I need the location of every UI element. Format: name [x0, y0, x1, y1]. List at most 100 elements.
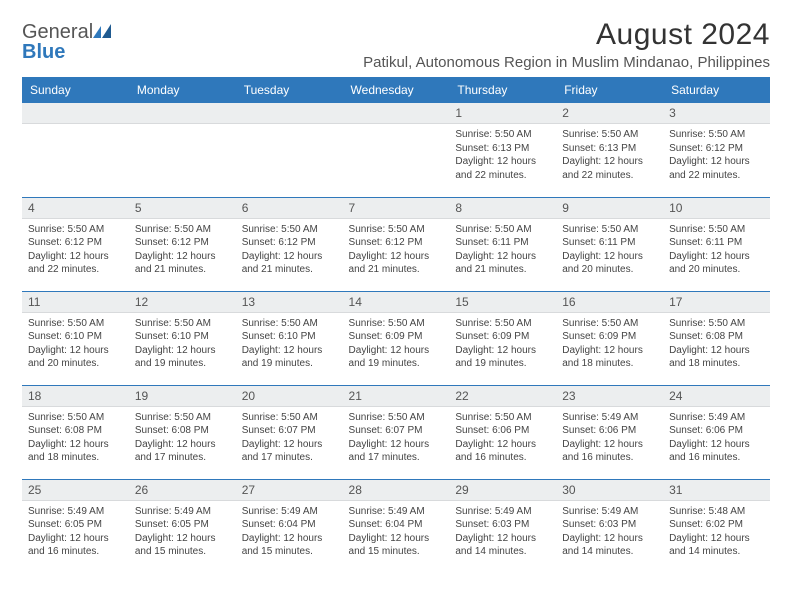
daylight-line: Daylight: 12 hours and 17 minutes. — [349, 438, 444, 465]
day-details: Sunrise: 5:50 AMSunset: 6:12 PMDaylight:… — [22, 219, 129, 279]
daylight-line: Daylight: 12 hours and 18 minutes. — [562, 344, 657, 371]
daylight-line: Daylight: 12 hours and 14 minutes. — [562, 532, 657, 559]
calendar-cell — [343, 103, 450, 197]
sunrise-line: Sunrise: 5:50 AM — [455, 223, 550, 237]
page-title: August 2024 — [363, 18, 770, 52]
day-details: Sunrise: 5:50 AMSunset: 6:07 PMDaylight:… — [236, 407, 343, 467]
sunset-line: Sunset: 6:08 PM — [28, 424, 123, 438]
daylight-line: Daylight: 12 hours and 16 minutes. — [669, 438, 764, 465]
day-number: 18 — [22, 386, 129, 407]
sunrise-line: Sunrise: 5:50 AM — [562, 223, 657, 237]
calendar-cell: 30Sunrise: 5:49 AMSunset: 6:03 PMDayligh… — [556, 479, 663, 573]
calendar-cell: 10Sunrise: 5:50 AMSunset: 6:11 PMDayligh… — [663, 197, 770, 291]
sunrise-line: Sunrise: 5:49 AM — [242, 505, 337, 519]
daylight-line: Daylight: 12 hours and 16 minutes. — [562, 438, 657, 465]
brand-text: General Blue — [22, 22, 115, 62]
calendar-cell: 1Sunrise: 5:50 AMSunset: 6:13 PMDaylight… — [449, 103, 556, 197]
day-number: 23 — [556, 386, 663, 407]
calendar-cell — [129, 103, 236, 197]
sunset-line: Sunset: 6:09 PM — [349, 330, 444, 344]
sunrise-line: Sunrise: 5:49 AM — [28, 505, 123, 519]
day-number: 1 — [449, 103, 556, 124]
calendar-row: 18Sunrise: 5:50 AMSunset: 6:08 PMDayligh… — [22, 385, 770, 479]
day-details: Sunrise: 5:50 AMSunset: 6:08 PMDaylight:… — [129, 407, 236, 467]
sunrise-line: Sunrise: 5:50 AM — [669, 128, 764, 142]
daylight-line: Daylight: 12 hours and 18 minutes. — [669, 344, 764, 371]
day-details: Sunrise: 5:50 AMSunset: 6:12 PMDaylight:… — [236, 219, 343, 279]
brand-word1: General — [22, 21, 93, 43]
sunrise-line: Sunrise: 5:50 AM — [455, 128, 550, 142]
day-details: Sunrise: 5:50 AMSunset: 6:09 PMDaylight:… — [449, 313, 556, 373]
calendar-cell: 14Sunrise: 5:50 AMSunset: 6:09 PMDayligh… — [343, 291, 450, 385]
day-number: 30 — [556, 480, 663, 501]
daylight-line: Daylight: 12 hours and 20 minutes. — [28, 344, 123, 371]
day-details: Sunrise: 5:50 AMSunset: 6:10 PMDaylight:… — [236, 313, 343, 373]
sunset-line: Sunset: 6:06 PM — [562, 424, 657, 438]
daylight-line: Daylight: 12 hours and 19 minutes. — [135, 344, 230, 371]
calendar-row: 4Sunrise: 5:50 AMSunset: 6:12 PMDaylight… — [22, 197, 770, 291]
day-number: 21 — [343, 386, 450, 407]
day-details: Sunrise: 5:50 AMSunset: 6:09 PMDaylight:… — [343, 313, 450, 373]
sunset-line: Sunset: 6:04 PM — [242, 518, 337, 532]
sunset-line: Sunset: 6:08 PM — [135, 424, 230, 438]
sunset-line: Sunset: 6:11 PM — [562, 236, 657, 250]
day-details: Sunrise: 5:49 AMSunset: 6:04 PMDaylight:… — [236, 501, 343, 561]
calendar-cell: 31Sunrise: 5:48 AMSunset: 6:02 PMDayligh… — [663, 479, 770, 573]
day-number: 11 — [22, 292, 129, 313]
sunset-line: Sunset: 6:11 PM — [455, 236, 550, 250]
sunrise-line: Sunrise: 5:50 AM — [455, 411, 550, 425]
day-number: 19 — [129, 386, 236, 407]
sunrise-line: Sunrise: 5:50 AM — [135, 317, 230, 331]
day-details: Sunrise: 5:50 AMSunset: 6:13 PMDaylight:… — [556, 124, 663, 184]
sunset-line: Sunset: 6:12 PM — [242, 236, 337, 250]
daylight-line: Daylight: 12 hours and 17 minutes. — [135, 438, 230, 465]
sunrise-line: Sunrise: 5:50 AM — [562, 317, 657, 331]
daylight-line: Daylight: 12 hours and 22 minutes. — [669, 155, 764, 182]
brand-logo: General Blue — [22, 18, 115, 62]
calendar-cell — [22, 103, 129, 197]
sunset-line: Sunset: 6:10 PM — [28, 330, 123, 344]
calendar-row: 25Sunrise: 5:49 AMSunset: 6:05 PMDayligh… — [22, 479, 770, 573]
location-subtitle: Patikul, Autonomous Region in Muslim Min… — [363, 54, 770, 71]
sunrise-line: Sunrise: 5:50 AM — [562, 128, 657, 142]
daylight-line: Daylight: 12 hours and 15 minutes. — [349, 532, 444, 559]
daylight-line: Daylight: 12 hours and 20 minutes. — [562, 250, 657, 277]
day-number: 27 — [236, 480, 343, 501]
calendar-cell: 15Sunrise: 5:50 AMSunset: 6:09 PMDayligh… — [449, 291, 556, 385]
daylight-line: Daylight: 12 hours and 21 minutes. — [135, 250, 230, 277]
day-details: Sunrise: 5:50 AMSunset: 6:10 PMDaylight:… — [22, 313, 129, 373]
day-details: Sunrise: 5:50 AMSunset: 6:12 PMDaylight:… — [663, 124, 770, 184]
sunset-line: Sunset: 6:07 PM — [349, 424, 444, 438]
calendar-cell: 2Sunrise: 5:50 AMSunset: 6:13 PMDaylight… — [556, 103, 663, 197]
calendar-cell: 18Sunrise: 5:50 AMSunset: 6:08 PMDayligh… — [22, 385, 129, 479]
sunrise-line: Sunrise: 5:49 AM — [562, 411, 657, 425]
day-number: 4 — [22, 198, 129, 219]
daylight-line: Daylight: 12 hours and 22 minutes. — [28, 250, 123, 277]
sunset-line: Sunset: 6:08 PM — [669, 330, 764, 344]
daylight-line: Daylight: 12 hours and 14 minutes. — [455, 532, 550, 559]
day-number: 26 — [129, 480, 236, 501]
sunset-line: Sunset: 6:06 PM — [669, 424, 764, 438]
sunset-line: Sunset: 6:07 PM — [242, 424, 337, 438]
sunrise-line: Sunrise: 5:50 AM — [135, 223, 230, 237]
sunset-line: Sunset: 6:13 PM — [455, 142, 550, 156]
sunrise-line: Sunrise: 5:50 AM — [28, 317, 123, 331]
sunset-line: Sunset: 6:12 PM — [669, 142, 764, 156]
brand-word2: Blue — [22, 41, 65, 63]
calendar-cell: 7Sunrise: 5:50 AMSunset: 6:12 PMDaylight… — [343, 197, 450, 291]
sunset-line: Sunset: 6:04 PM — [349, 518, 444, 532]
calendar-cell: 12Sunrise: 5:50 AMSunset: 6:10 PMDayligh… — [129, 291, 236, 385]
day-details: Sunrise: 5:50 AMSunset: 6:11 PMDaylight:… — [449, 219, 556, 279]
calendar-cell: 29Sunrise: 5:49 AMSunset: 6:03 PMDayligh… — [449, 479, 556, 573]
sunset-line: Sunset: 6:10 PM — [242, 330, 337, 344]
calendar-cell: 11Sunrise: 5:50 AMSunset: 6:10 PMDayligh… — [22, 291, 129, 385]
calendar-row: 11Sunrise: 5:50 AMSunset: 6:10 PMDayligh… — [22, 291, 770, 385]
sunrise-line: Sunrise: 5:49 AM — [669, 411, 764, 425]
day-details: Sunrise: 5:49 AMSunset: 6:05 PMDaylight:… — [129, 501, 236, 561]
sunrise-line: Sunrise: 5:50 AM — [242, 223, 337, 237]
day-details: Sunrise: 5:50 AMSunset: 6:10 PMDaylight:… — [129, 313, 236, 373]
calendar-table: Sunday Monday Tuesday Wednesday Thursday… — [22, 77, 770, 573]
day-details: Sunrise: 5:50 AMSunset: 6:09 PMDaylight:… — [556, 313, 663, 373]
weekday-header: Sunday — [22, 77, 129, 103]
day-number: 29 — [449, 480, 556, 501]
